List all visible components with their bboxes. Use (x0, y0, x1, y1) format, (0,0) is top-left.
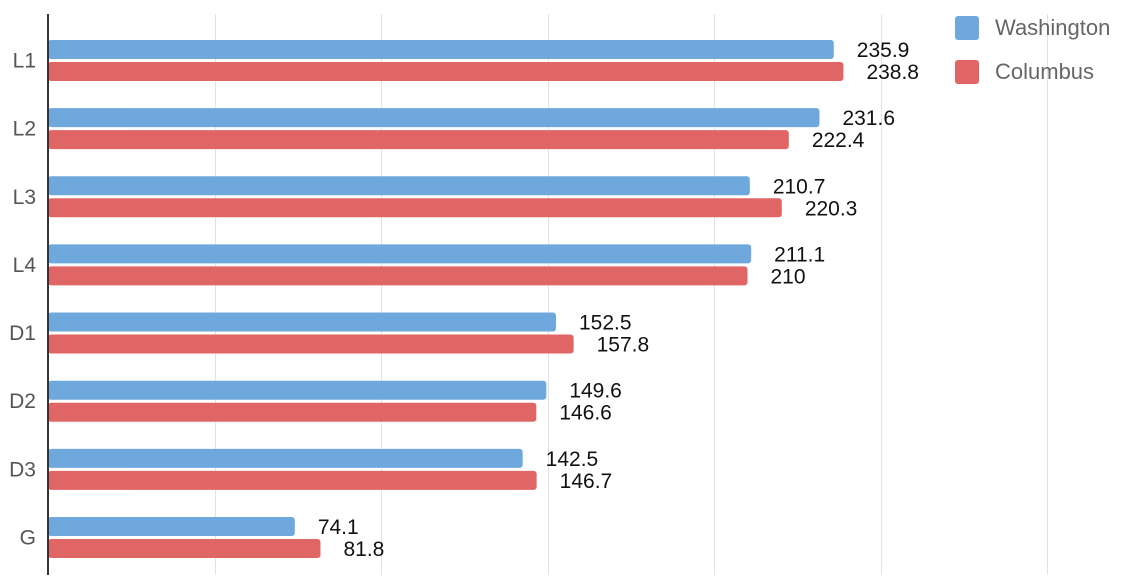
legend: Washington Columbus (955, 15, 1110, 84)
category-label: L2 (13, 118, 36, 141)
value-label: 210.7 (773, 175, 826, 198)
value-label: 149.6 (569, 380, 622, 403)
category-label: D2 (9, 390, 36, 413)
bar-washington (48, 40, 834, 59)
legend-label-columbus: Columbus (995, 59, 1094, 84)
bar-washington (48, 448, 523, 468)
bar-washington (48, 380, 547, 400)
value-label: 152.5 (579, 312, 632, 335)
bar-columbus (48, 266, 748, 286)
value-label: 146.6 (559, 402, 612, 425)
value-label: 238.8 (866, 61, 919, 84)
bar-washington (48, 312, 556, 332)
category-label: L1 (13, 50, 36, 73)
value-label: 222.4 (812, 129, 865, 152)
category-labels: L1 L2 L3 L4 D1 D2 D3 G (9, 50, 36, 550)
value-label: 157.8 (597, 334, 650, 357)
category-label: L4 (13, 254, 37, 277)
bar-columbus (48, 470, 537, 490)
value-label: 211.1 (774, 243, 825, 266)
legend-swatch-washington (955, 16, 979, 40)
bars (48, 40, 844, 558)
value-label: 235.9 (857, 39, 910, 62)
legend-swatch-columbus (955, 60, 979, 84)
value-label: 81.8 (343, 538, 384, 561)
bar-washington (48, 244, 752, 264)
bar-columbus (48, 130, 789, 150)
legend-label-washington: Washington (995, 15, 1110, 40)
value-label: 142.5 (546, 448, 599, 471)
value-label: 146.7 (560, 470, 613, 493)
category-label: D3 (9, 458, 36, 481)
bar-washington (48, 108, 820, 128)
bar-columbus (48, 538, 321, 558)
bar-columbus (48, 402, 537, 422)
bar-columbus (48, 62, 844, 81)
bar-washington (48, 516, 295, 536)
bar-columbus (48, 334, 574, 354)
bar-columbus (48, 198, 782, 218)
value-label: 210 (771, 265, 806, 288)
gridlines (215, 14, 1048, 575)
category-label: L3 (13, 186, 36, 209)
bar-washington (48, 176, 750, 196)
value-label: 231.6 (842, 107, 895, 130)
category-label: G (20, 526, 36, 549)
value-label: 74.1 (318, 516, 359, 539)
category-label: D1 (9, 322, 36, 345)
value-label: 220.3 (805, 197, 858, 220)
